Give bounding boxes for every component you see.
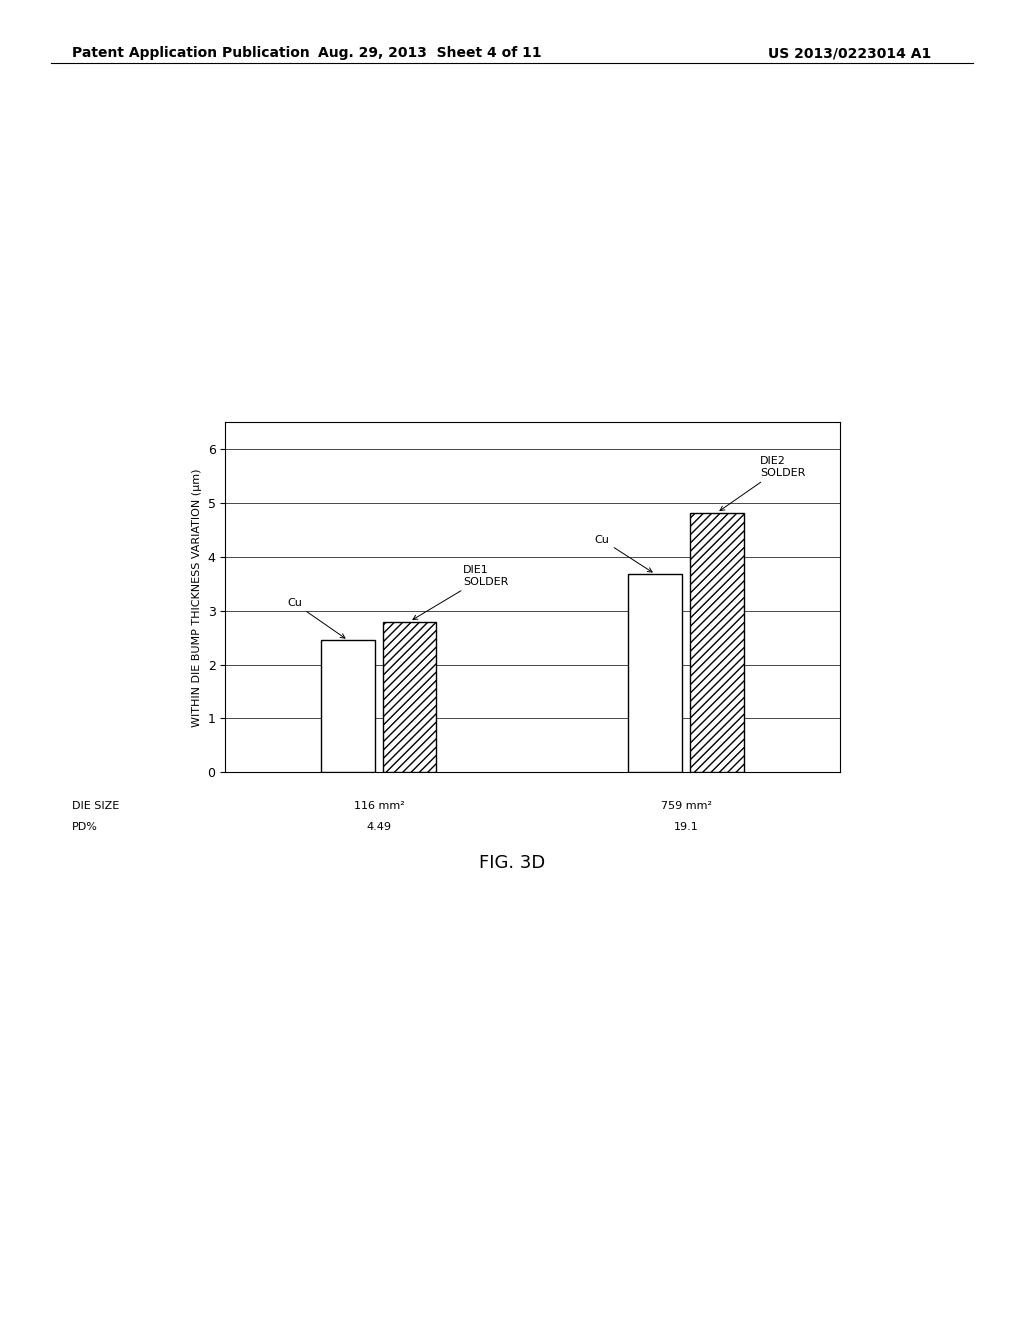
Text: US 2013/0223014 A1: US 2013/0223014 A1 (768, 46, 931, 61)
Y-axis label: WITHIN DIE BUMP THICKNESS VARIATION (μm): WITHIN DIE BUMP THICKNESS VARIATION (μm) (193, 469, 202, 726)
Text: FIG. 3D: FIG. 3D (479, 854, 545, 873)
Bar (690, 512, 743, 772)
Text: DIE SIZE: DIE SIZE (72, 801, 119, 812)
Bar (629, 574, 682, 772)
Text: Patent Application Publication: Patent Application Publication (72, 46, 309, 61)
Bar (383, 622, 436, 772)
Text: 116 mm²: 116 mm² (353, 801, 404, 812)
Text: PD%: PD% (72, 822, 97, 833)
Text: 759 mm²: 759 mm² (660, 801, 712, 812)
Text: DIE2
SOLDER: DIE2 SOLDER (720, 457, 805, 511)
Text: 4.49: 4.49 (367, 822, 391, 833)
Text: DIE1
SOLDER: DIE1 SOLDER (413, 565, 509, 619)
Text: 19.1: 19.1 (674, 822, 698, 833)
Text: Cu: Cu (594, 535, 652, 572)
Bar (322, 640, 375, 772)
Text: Aug. 29, 2013  Sheet 4 of 11: Aug. 29, 2013 Sheet 4 of 11 (318, 46, 542, 61)
Text: Cu: Cu (287, 598, 345, 638)
